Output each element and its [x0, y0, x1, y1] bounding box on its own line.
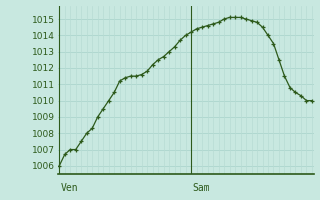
- Text: Sam: Sam: [193, 183, 210, 193]
- Text: Ven: Ven: [61, 183, 78, 193]
